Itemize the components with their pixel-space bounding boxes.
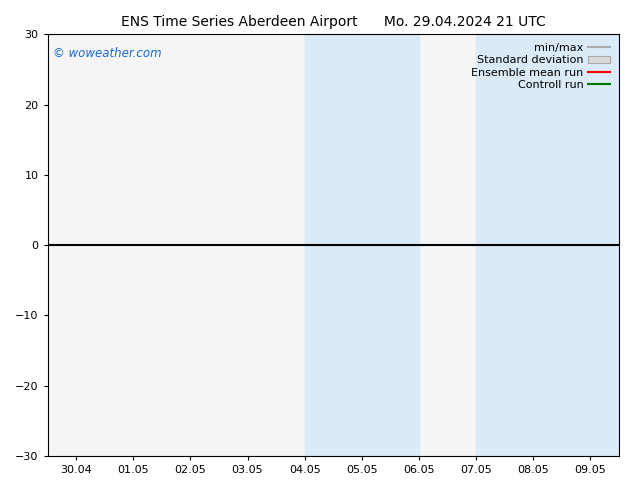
Bar [476, 34, 619, 456]
Title: ENS Time Series Aberdeen Airport      Mo. 29.04.2024 21 UTC: ENS Time Series Aberdeen Airport Mo. 29.… [121, 15, 546, 29]
Text: © woweather.com: © woweather.com [53, 47, 162, 60]
Bar [305, 34, 419, 456]
Legend: min/max, Standard deviation, Ensemble mean run, Controll run: min/max, Standard deviation, Ensemble me… [468, 40, 614, 93]
